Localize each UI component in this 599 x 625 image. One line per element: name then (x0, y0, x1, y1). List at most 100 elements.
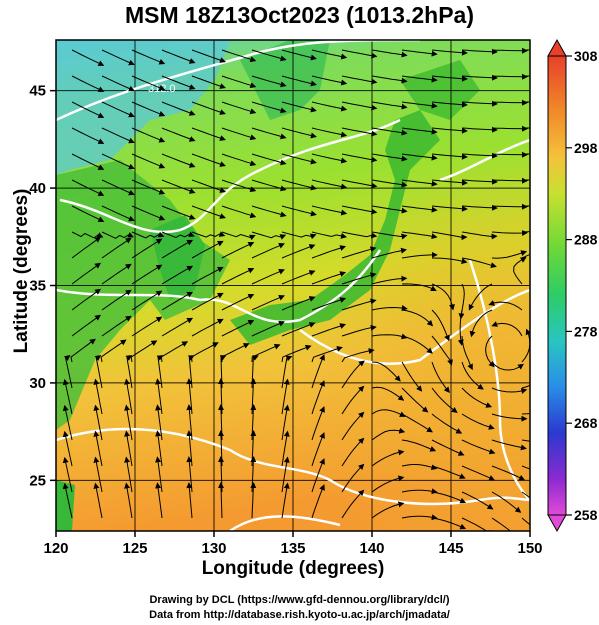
streamline (281, 179, 317, 191)
streamline (311, 458, 325, 493)
streamline (371, 101, 408, 110)
streamline (401, 49, 438, 57)
streamline (281, 231, 317, 240)
streamline (251, 321, 285, 337)
streamline (491, 125, 528, 132)
streamline (93, 456, 103, 493)
streamline (221, 127, 257, 141)
streamline (161, 49, 196, 64)
streamline (371, 275, 408, 285)
streamline (522, 205, 530, 207)
streamline (281, 296, 316, 311)
streamline (191, 318, 224, 337)
streamline (71, 153, 105, 170)
streamline (101, 231, 134, 239)
streamline (311, 432, 325, 467)
streamline (251, 295, 285, 311)
streamline (461, 178, 498, 185)
colorbar-extend-min-triangle (547, 514, 567, 533)
streamline (124, 378, 133, 415)
streamline (522, 127, 530, 129)
streamline (461, 152, 498, 159)
streamline (468, 283, 493, 311)
streamline (371, 409, 406, 417)
y-tick-label: 35 (29, 278, 46, 295)
streamline (311, 245, 347, 259)
streamline (124, 482, 133, 519)
streamline (191, 205, 226, 219)
x-tick-label: 140 (359, 540, 384, 557)
streamline (521, 253, 530, 259)
streamline (93, 430, 103, 467)
streamline (431, 309, 450, 342)
streamline (461, 465, 496, 481)
streamline (401, 153, 438, 161)
streamline (250, 482, 257, 519)
streamline (251, 269, 285, 285)
streamline (251, 127, 287, 140)
streamline (281, 101, 317, 113)
streamline (341, 231, 378, 239)
streamline (281, 456, 290, 493)
x-tick-label: 135 (280, 540, 305, 557)
taiwan-landmass (56, 480, 75, 531)
streamline (431, 101, 468, 108)
streamline (124, 404, 133, 441)
streamline (341, 75, 378, 85)
streamline (71, 127, 105, 144)
streamline (431, 257, 468, 264)
streamline (311, 49, 348, 60)
streamline (281, 344, 312, 363)
streamline (461, 413, 495, 430)
streamline (155, 378, 163, 415)
streamline (371, 449, 405, 467)
streamline (281, 49, 317, 61)
streamline (101, 205, 135, 222)
streamline (461, 48, 498, 55)
streamline (191, 127, 226, 141)
streamline (93, 482, 103, 519)
streamline (311, 75, 348, 86)
streamline (461, 74, 498, 81)
streamline (469, 309, 493, 338)
streamline (131, 101, 166, 117)
streamline (191, 75, 226, 89)
streamline (491, 387, 528, 394)
streamline (341, 385, 365, 415)
colorbar-ticks: 308 298 288 278 268 258 (566, 48, 598, 523)
streamline (341, 127, 378, 137)
streamline (156, 355, 164, 389)
streamline (281, 127, 317, 139)
streamline (131, 205, 166, 221)
streamline (521, 231, 530, 233)
streamline (71, 231, 104, 239)
streamline (431, 491, 467, 504)
streamline (93, 404, 103, 441)
streamline (431, 127, 468, 134)
streamline (281, 205, 317, 217)
streamline (62, 482, 73, 519)
streamline (371, 49, 408, 58)
streamline (401, 335, 433, 354)
x-tick-label: 120 (43, 540, 68, 557)
streamline (221, 319, 255, 337)
streamline (311, 484, 325, 519)
streamline (161, 317, 194, 337)
streamline (281, 322, 316, 337)
streamline (521, 439, 530, 442)
streamline (281, 482, 290, 519)
wind-streamlines (62, 47, 530, 531)
streamline (251, 49, 287, 62)
colorbar-scale (547, 55, 567, 516)
streamline (218, 482, 224, 519)
streamline (100, 339, 127, 363)
streamline (491, 99, 528, 106)
streamline (491, 465, 526, 481)
streamline (491, 250, 528, 259)
streamline (341, 348, 375, 363)
streamline (522, 101, 530, 103)
streamline (71, 75, 105, 92)
streamline (131, 179, 166, 195)
streamline (251, 243, 285, 259)
streamline (491, 491, 522, 513)
